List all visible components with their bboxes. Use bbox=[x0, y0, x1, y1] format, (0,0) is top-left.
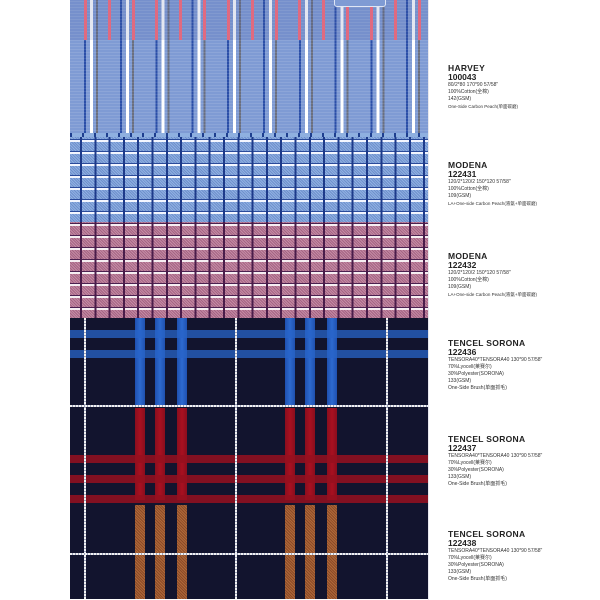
white-overcheck-horizontal bbox=[70, 553, 428, 555]
brown-vertical-band bbox=[155, 505, 165, 599]
fabric-code: 122437 bbox=[448, 443, 477, 453]
blue-vertical-band bbox=[305, 318, 315, 405]
blue-horizontal-band bbox=[70, 330, 428, 338]
fabric-composition: 100%Cotton(全棉) bbox=[448, 186, 489, 192]
fabric-spec: 80/2*80 170*90 57/58" bbox=[448, 82, 499, 88]
white-overcheck-vertical bbox=[235, 318, 237, 599]
fabric-weight: 142(GSM) bbox=[448, 96, 472, 102]
fabric-finish: LA+One-side Carbon Peach(液氨+单面碳磨) bbox=[448, 292, 538, 297]
fabric-spec: TENSORA40*TENSORA40 130*90 57/58" bbox=[448, 548, 543, 554]
brown-vertical-band bbox=[327, 505, 337, 599]
blue-vertical-band bbox=[285, 318, 295, 405]
pink-stripe bbox=[227, 0, 230, 40]
stripe-hem bbox=[70, 133, 428, 137]
pink-stripe bbox=[322, 0, 325, 40]
label-modena-122431: MODENA 122431 120/2*120/2 150*120 57/58"… bbox=[448, 161, 598, 207]
fabric-code: 122436 bbox=[448, 347, 477, 357]
fabric-composition: 70%Lyocell(莱赛尔) bbox=[448, 364, 492, 370]
blue-vertical-band bbox=[327, 318, 337, 405]
fabric-finish: One-Side Carbon Peach(单面碳磨) bbox=[448, 104, 519, 109]
pink-stripe bbox=[275, 0, 278, 40]
pink-stripe bbox=[298, 0, 301, 40]
white-overcheck-vertical bbox=[386, 318, 388, 599]
fabric-spec: 120/2*120/2 150*120 57/58" bbox=[448, 179, 511, 185]
fabric-name: MODENA bbox=[448, 251, 488, 261]
white-overcheck-vertical bbox=[84, 318, 86, 599]
blue-horizontal-band bbox=[70, 350, 428, 358]
swatch-modena-122432 bbox=[70, 222, 428, 318]
red-vertical-band bbox=[305, 408, 315, 500]
fabric-code: 122438 bbox=[448, 538, 477, 548]
fabric-weight: 109(GSM) bbox=[448, 193, 472, 199]
fabric-composition: 30%Polyester(SORONA) bbox=[448, 562, 504, 568]
swatch-modena-122431 bbox=[70, 137, 428, 222]
fabric-name: TENCEL SORONA bbox=[448, 529, 526, 539]
fabric-code: 122432 bbox=[448, 260, 477, 270]
blue-vertical-band bbox=[135, 318, 145, 405]
fabric-weight: 133(GSM) bbox=[448, 569, 472, 575]
fabric-finish: One-Side Brush(单面抓毛) bbox=[448, 385, 507, 391]
label-tencel-sorona-122438: TENCEL SORONA 122438 TENSORA40*TENSORA40… bbox=[448, 530, 598, 583]
fabric-composition: 70%Lyocell(莱赛尔) bbox=[448, 555, 492, 561]
fabric-name: TENCEL SORONA bbox=[448, 338, 526, 348]
pink-stripe bbox=[394, 0, 397, 40]
red-vertical-band bbox=[177, 408, 187, 500]
fabric-composition: 100%Cotton(全棉) bbox=[448, 277, 489, 283]
blue-vertical-band bbox=[177, 318, 187, 405]
fabric-composition: 70%Lyocell(莱赛尔) bbox=[448, 460, 492, 466]
label-tencel-sorona-122437: TENCEL SORONA 122437 TENSORA40*TENSORA40… bbox=[448, 435, 598, 488]
swatch-harvey-100043 bbox=[70, 0, 428, 137]
fabric-finish: One-Side Brush(单面抓毛) bbox=[448, 481, 507, 487]
pink-stripe bbox=[251, 0, 254, 40]
fabric-weight: 133(GSM) bbox=[448, 378, 472, 384]
fabric-tag bbox=[334, 0, 386, 7]
label-modena-122432: MODENA 122432 120/2*120/2 150*120 57/58"… bbox=[448, 252, 598, 298]
fabric-weight: 133(GSM) bbox=[448, 474, 472, 480]
pink-stripe bbox=[155, 0, 158, 40]
pink-stripe bbox=[346, 0, 349, 40]
red-horizontal-band bbox=[70, 495, 428, 503]
fabric-code: 100043 bbox=[448, 72, 477, 82]
red-vertical-band bbox=[285, 408, 295, 500]
pink-stripe bbox=[418, 0, 421, 40]
pink-stripe bbox=[179, 0, 182, 40]
brown-vertical-band bbox=[285, 505, 295, 599]
pink-stripe bbox=[108, 0, 111, 40]
red-horizontal-band bbox=[70, 475, 428, 483]
red-horizontal-band bbox=[70, 455, 428, 463]
fabric-spec: 120/2*120/2 150*120 57/58" bbox=[448, 270, 511, 276]
white-overcheck-horizontal bbox=[70, 405, 428, 407]
brown-vertical-band bbox=[305, 505, 315, 599]
fabric-name: MODENA bbox=[448, 160, 488, 170]
label-tencel-sorona-122436: TENCEL SORONA 122436 TENSORA40*TENSORA40… bbox=[448, 339, 598, 392]
pink-stripe bbox=[84, 0, 87, 40]
fabric-composition: 30%Polyester(SORONA) bbox=[448, 467, 504, 473]
pink-stripe bbox=[203, 0, 206, 40]
fabric-finish: LA+One-side Carbon Peach(液氨+单面碳磨) bbox=[448, 201, 538, 206]
pink-stripe bbox=[370, 0, 373, 40]
fabric-finish: One-Side Brush(单面抓毛) bbox=[448, 576, 507, 582]
swatch-edge-divider bbox=[428, 0, 429, 600]
brown-vertical-band bbox=[177, 505, 187, 599]
fabric-spec: TENSORA40*TENSORA40 130*90 57/58" bbox=[448, 453, 543, 459]
brown-vertical-band bbox=[135, 505, 145, 599]
fabric-name: HARVEY bbox=[448, 63, 486, 73]
fabric-composition: 100%Cotton(全棉) bbox=[448, 89, 489, 95]
fabric-name: TENCEL SORONA bbox=[448, 434, 526, 444]
fabric-spec: TENSORA40*TENSORA40 130*90 57/58" bbox=[448, 357, 543, 363]
blue-vertical-band bbox=[155, 318, 165, 405]
fabric-code: 122431 bbox=[448, 169, 477, 179]
red-vertical-band bbox=[135, 408, 145, 500]
red-vertical-band bbox=[327, 408, 337, 500]
label-harvey-100043: HARVEY 100043 80/2*80 170*90 57/58" 100%… bbox=[448, 64, 598, 110]
red-vertical-band bbox=[155, 408, 165, 500]
fabric-composition: 30%Polyester(SORONA) bbox=[448, 371, 504, 377]
fabric-weight: 109(GSM) bbox=[448, 284, 472, 290]
swatch-tencel-sorona-tartan bbox=[70, 318, 428, 599]
pink-stripe bbox=[132, 0, 135, 40]
